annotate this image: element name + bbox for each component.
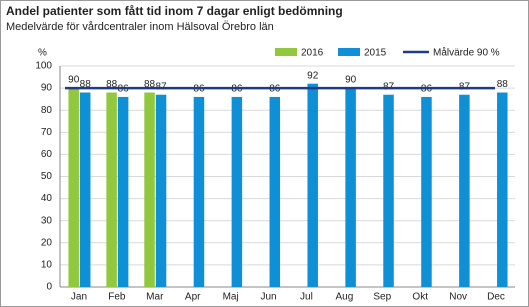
bar [79, 92, 91, 288]
x-tick-label: Sep [373, 292, 391, 303]
data-label: 92 [307, 70, 319, 81]
data-label: 90 [345, 75, 357, 86]
y-tick-label: 10 [41, 260, 53, 271]
y-tick-label: 40 [41, 193, 53, 204]
bar [155, 94, 167, 287]
bar [269, 96, 281, 287]
y-tick-label: 30 [41, 215, 53, 226]
y-tick-label: 100 [35, 61, 52, 72]
x-tick-label: Mar [146, 292, 164, 303]
legend-label: 2016 [301, 48, 324, 59]
y-tick-label: 50 [41, 171, 53, 182]
y-axis-label: % [38, 48, 47, 59]
x-tick-label: Apr [185, 292, 201, 303]
data-label: 88 [80, 79, 92, 90]
data-label: 88 [497, 79, 509, 90]
x-tick-label: Jun [260, 292, 276, 303]
data-label: 88 [144, 79, 156, 90]
x-tick-label: Maj [223, 292, 239, 303]
x-tick-label: Jul [300, 292, 313, 303]
bar [497, 92, 508, 288]
bar [345, 88, 356, 287]
bar [383, 94, 394, 287]
bar [193, 96, 205, 287]
data-label: 90 [68, 75, 80, 86]
y-tick-label: 0 [46, 282, 52, 293]
bar [144, 92, 155, 288]
chart-title: Andel patienter som fått tid inom 7 daga… [6, 4, 343, 18]
y-tick-label: 70 [41, 127, 53, 138]
y-tick-label: 60 [41, 149, 53, 160]
legend-swatch [338, 48, 360, 56]
bar [117, 96, 129, 287]
bar [459, 94, 470, 287]
x-tick-label: Aug [335, 292, 353, 303]
chart-subtitle: Medelvärde för vårdcentraler inom Hälsov… [6, 21, 274, 33]
y-tick-label: 20 [41, 237, 53, 248]
data-label: 88 [106, 79, 118, 90]
x-tick-label: Dec [487, 292, 505, 303]
bar [421, 96, 432, 287]
x-tick-label: Okt [412, 292, 428, 303]
y-tick-label: 80 [41, 105, 53, 116]
x-tick-label: Nov [449, 292, 467, 303]
bar [68, 88, 79, 287]
x-tick-label: Jan [71, 292, 87, 303]
legend-swatch [275, 48, 297, 56]
y-tick-label: 90 [41, 83, 53, 94]
legend-label: Målvärde 90 % [433, 47, 500, 59]
x-tick-label: Feb [108, 292, 126, 303]
bar [231, 96, 243, 287]
bar [106, 92, 117, 288]
legend-label: 2015 [364, 48, 387, 59]
bar [307, 83, 318, 288]
